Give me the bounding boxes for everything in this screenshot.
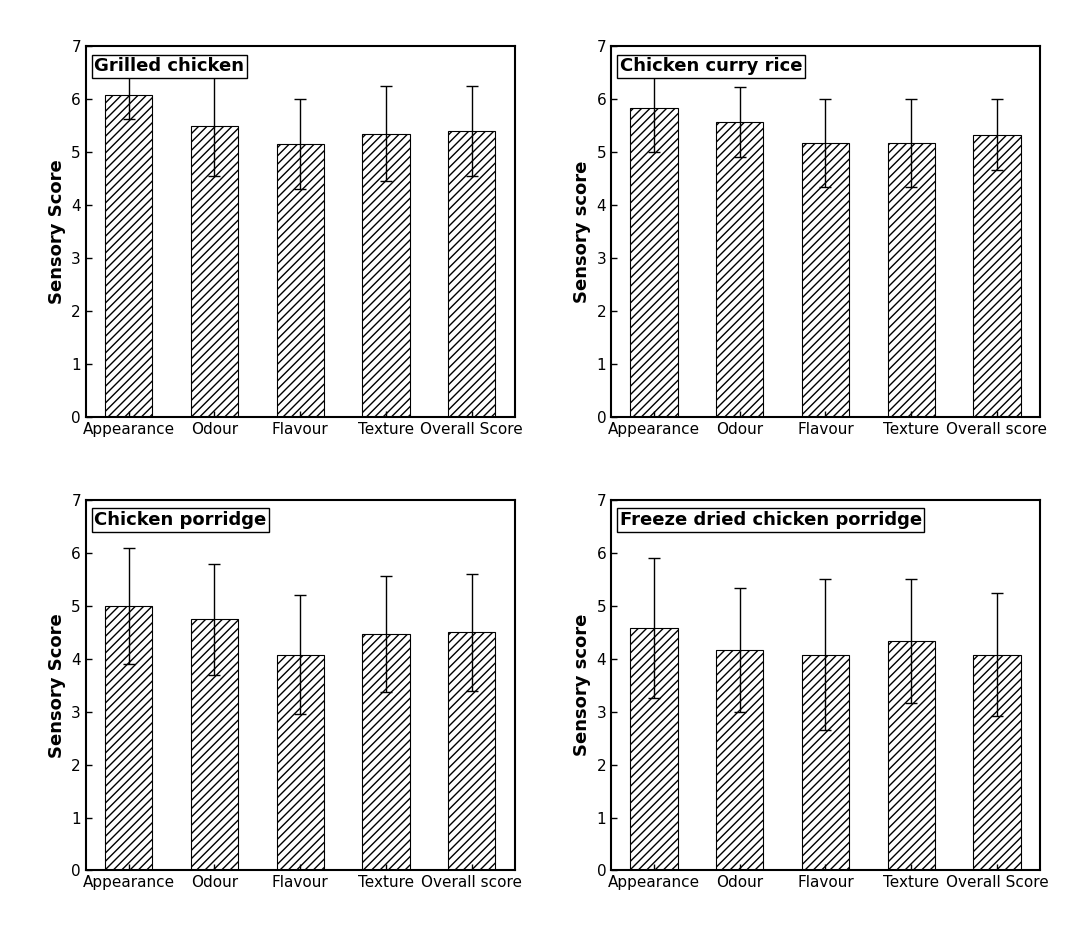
Y-axis label: Sensory Score: Sensory Score	[47, 159, 65, 304]
Bar	[973, 134, 1021, 417]
Bar	[191, 619, 238, 870]
Bar	[630, 108, 678, 417]
Bar	[362, 634, 410, 870]
Text: Grilled chicken: Grilled chicken	[94, 57, 244, 75]
Bar	[716, 122, 763, 417]
Bar	[888, 642, 935, 870]
Y-axis label: Sensory score: Sensory score	[572, 614, 591, 757]
Bar	[630, 628, 678, 870]
Text: Freeze dried chicken porridge: Freeze dried chicken porridge	[620, 511, 922, 529]
Bar	[277, 655, 324, 870]
Bar	[105, 606, 152, 870]
Bar	[802, 655, 849, 870]
Bar	[448, 131, 495, 417]
Bar	[888, 144, 935, 417]
Bar	[191, 126, 238, 417]
Y-axis label: Sensory score: Sensory score	[572, 160, 591, 303]
Text: Chicken porridge: Chicken porridge	[94, 511, 267, 529]
Bar	[973, 655, 1021, 870]
Bar	[277, 144, 324, 417]
Y-axis label: Sensory Score: Sensory Score	[47, 613, 65, 757]
Bar	[716, 650, 763, 870]
Bar	[448, 632, 495, 870]
Bar	[362, 133, 410, 417]
Bar	[105, 95, 152, 417]
Text: Chicken curry rice: Chicken curry rice	[620, 57, 802, 75]
Bar	[802, 144, 849, 417]
